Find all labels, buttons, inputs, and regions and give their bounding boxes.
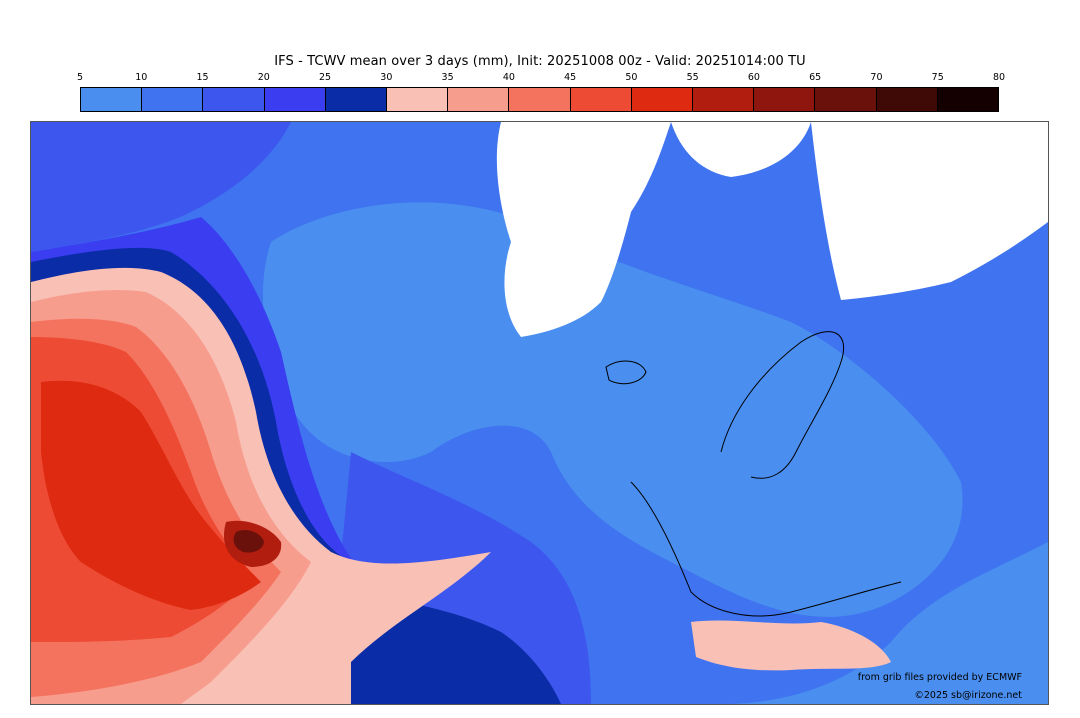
colorbar-swatch-7 [509,88,571,111]
colorbar-swatch-2 [203,88,265,111]
mask-arctic [811,122,1048,300]
field-60-65 [233,530,264,553]
colorbar-tick-label: 65 [809,72,822,83]
colorbar-swatch-6 [448,88,510,111]
coastline-scandinavia [720,331,845,479]
map-canvas [31,122,1048,704]
credit-source: from grib files provided by ECMWF [857,672,1022,683]
colorbar-tick-label: 15 [196,72,209,83]
field-15-20 [31,122,291,252]
colorbar-tick-label: 30 [380,72,393,83]
colorbar-swatch-8 [570,88,632,111]
colorbar-swatch-14 [937,88,999,111]
colorbar-tick-label: 35 [441,72,454,83]
map-panel [30,121,1049,705]
colorbar-tick-labels: 5 10 15 20 25 30 35 40 45 50 55 60 65 70 75 80 [76,72,1005,84]
field-50-55 [41,380,261,610]
mask-greenland [496,122,671,337]
colorbar-swatch-12 [815,88,877,111]
colorbar-tick-label: 55 [686,72,699,83]
colorbar-tick-label: 5 [76,72,84,83]
field-5-10-inner [262,202,963,617]
colorbar-tick-label: 60 [747,72,760,83]
colorbar-swatch-11 [754,88,816,111]
colorbar-tick-label: 10 [135,72,148,83]
colorbar-tick-label: 20 [257,72,270,83]
field-med-warm [691,620,891,671]
colorbar-tick-label: 45 [564,72,577,83]
colorbar-tick-label: 50 [625,72,638,83]
colorbar-tick-label: 70 [870,72,883,83]
colorbar-swatch-5 [387,88,449,111]
chart-title: IFS - TCWV mean over 3 days (mm), Init: … [274,54,806,69]
colorbar-swatch-0 [81,88,143,111]
colorbar-swatch-10 [693,88,755,111]
colorbar-swatch-4 [325,88,388,111]
colorbar-swatch-13 [876,88,938,111]
colorbar-swatch-1 [142,88,204,111]
credit-copyright: ©2025 sb@irizone.net [914,690,1022,701]
colorbar-swatch-3 [264,88,326,111]
coastline-iceland [605,360,647,385]
colorbar-tick-label: 25 [319,72,332,83]
colorbar-tick-label: 75 [931,72,944,83]
colorbar-tick-label: 80 [992,72,1006,83]
colorbar-tick-label: 40 [502,72,515,83]
mask-north [671,122,811,177]
field-25-30-south [351,592,561,704]
colorbar-swatch-9 [631,88,694,111]
colorbar [80,87,999,112]
coastline-europe [630,481,902,617]
